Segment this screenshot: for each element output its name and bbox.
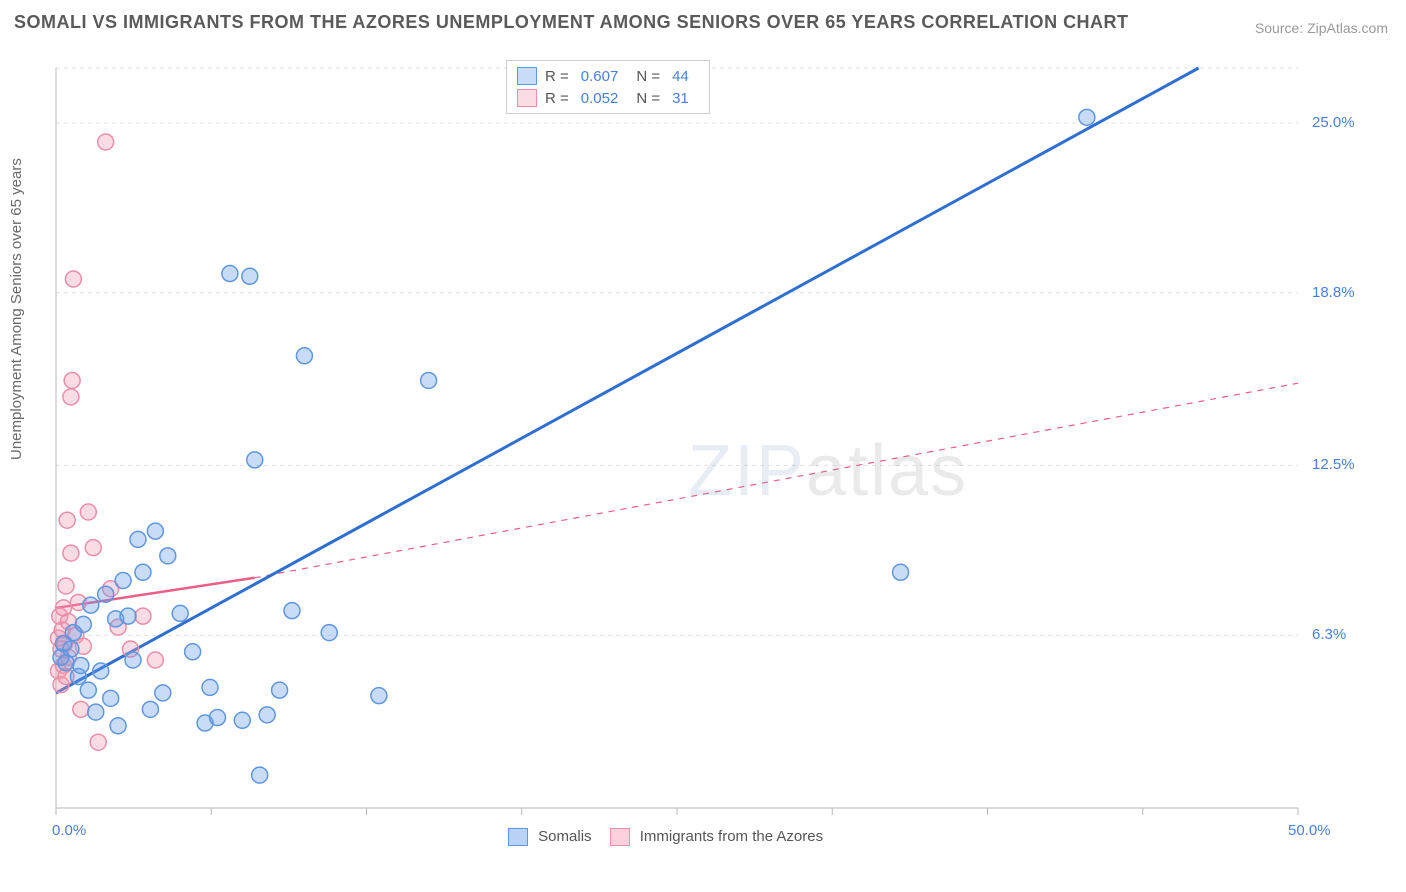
n-value: 44: [668, 68, 699, 85]
chart-container: SOMALI VS IMMIGRANTS FROM THE AZORES UNE…: [0, 0, 1406, 892]
legend-item-azores: Immigrants from the Azores: [610, 828, 824, 846]
legend-row-somalis: R = 0.607 N = 44: [517, 65, 699, 87]
y-axis-label: Unemployment Among Seniors over 65 years: [8, 158, 25, 460]
legend-label: Somalis: [538, 828, 591, 845]
swatch-icon: [517, 67, 537, 85]
swatch-icon: [508, 828, 528, 846]
legend-row-azores: R = 0.052 N = 31: [517, 87, 699, 109]
chart-title: SOMALI VS IMMIGRANTS FROM THE AZORES UNE…: [14, 12, 1129, 33]
r-value: 0.052: [577, 90, 629, 107]
y-tick-label: 18.8%: [1312, 284, 1355, 301]
n-label: N =: [636, 90, 660, 107]
r-label: R =: [545, 68, 569, 85]
series-legend: Somalis Immigrants from the Azores: [508, 828, 823, 846]
plot-area: R = 0.607 N = 44 R = 0.052 N = 31 Somali…: [48, 60, 1388, 850]
x-tick-label: 0.0%: [52, 822, 86, 839]
r-label: R =: [545, 90, 569, 107]
y-tick-label: 25.0%: [1312, 114, 1355, 131]
swatch-icon: [610, 828, 630, 846]
legend-item-somalis: Somalis: [508, 828, 592, 846]
y-tick-label: 12.5%: [1312, 456, 1355, 473]
r-value: 0.607: [577, 68, 629, 85]
y-tick-label: 6.3%: [1312, 626, 1346, 643]
correlation-legend: R = 0.607 N = 44 R = 0.052 N = 31: [506, 60, 710, 114]
swatch-icon: [517, 89, 537, 107]
n-value: 31: [668, 90, 699, 107]
source-attribution: Source: ZipAtlas.com: [1255, 20, 1388, 36]
scatter-plot-svg: [48, 60, 1388, 850]
n-label: N =: [636, 68, 660, 85]
x-tick-label: 50.0%: [1288, 822, 1331, 839]
legend-label: Immigrants from the Azores: [640, 828, 823, 845]
